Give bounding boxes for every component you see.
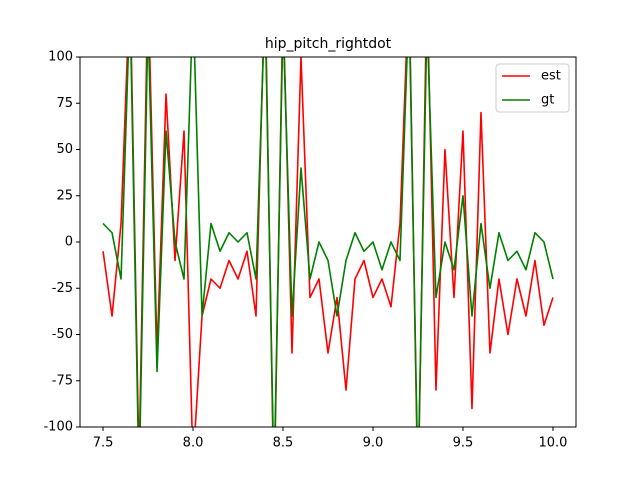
x-tick-label: 8.5 <box>273 436 294 451</box>
legend-label: gt <box>541 93 554 108</box>
x-tick-label: 7.5 <box>93 436 114 451</box>
x-tick-label: 8.0 <box>183 436 204 451</box>
y-tick-label: 0 <box>65 235 73 250</box>
y-tick-label: 100 <box>48 50 73 65</box>
x-tick-label: 9.5 <box>453 436 474 451</box>
data-line <box>102 57 554 427</box>
x-tick-label: 10.0 <box>538 436 567 451</box>
plot-lines <box>102 57 554 427</box>
x-tick-label: 9.0 <box>363 436 384 451</box>
y-tick-label: -50 <box>52 327 73 342</box>
y-tick-label: 75 <box>56 96 73 111</box>
chart-title: hip_pitch_rightdot <box>265 36 392 52</box>
data-line <box>102 57 554 427</box>
legend-label: est <box>541 69 561 84</box>
y-tick-label: -25 <box>52 281 73 296</box>
y-tick-label: 50 <box>56 142 73 157</box>
y-tick-label: 25 <box>56 188 73 203</box>
y-tick-label: -100 <box>43 420 73 435</box>
y-tick-label: -75 <box>52 373 73 388</box>
